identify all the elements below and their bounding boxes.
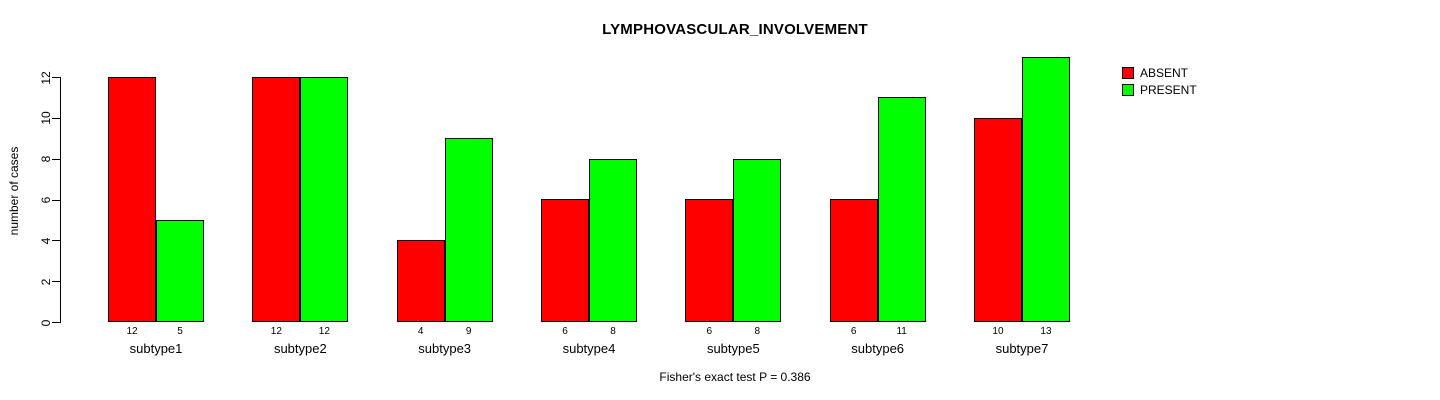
category-label-subtype5: subtype5 (706, 341, 760, 356)
y-tick (52, 281, 60, 283)
legend-swatch-present (1122, 84, 1134, 96)
bar-present-subtype6 (877, 97, 926, 322)
bar-value-label: 8 (754, 326, 761, 337)
bar-present-subtype1 (156, 220, 204, 322)
bar-value-label: 9 (465, 326, 472, 337)
bar-absent-subtype4 (540, 199, 589, 322)
y-tick (52, 158, 60, 160)
bar-absent-subtype7 (973, 118, 1022, 322)
bar-absent-subtype1 (108, 77, 156, 322)
bar-absent-subtype5 (685, 199, 734, 322)
bar-value-label: 11 (896, 326, 907, 337)
category-label-subtype7: subtype7 (995, 341, 1049, 356)
bar-absent-subtype6 (829, 199, 878, 322)
bar-value-label: 13 (1040, 326, 1052, 337)
category-label-subtype1: subtype1 (129, 341, 183, 356)
bar-value-label: 6 (850, 326, 857, 337)
bar-absent-subtype2 (252, 77, 301, 322)
bar-value-label: 10 (992, 326, 1004, 337)
bar-present-subtype7 (1021, 57, 1070, 322)
bar-absent-subtype3 (396, 240, 445, 322)
bar-value-label: 8 (610, 326, 616, 337)
bar-present-subtype5 (733, 159, 782, 322)
bar-value-label: 12 (318, 326, 330, 337)
bar-value-label: 12 (126, 326, 138, 337)
category-label-subtype3: subtype3 (418, 341, 472, 356)
bar-value-label: 4 (417, 326, 424, 337)
bar-value-label: 6 (562, 326, 568, 337)
bar-value-label: 6 (706, 326, 713, 337)
y-axis-line (60, 77, 61, 323)
category-label-subtype4: subtype4 (562, 341, 616, 356)
y-tick (52, 199, 60, 201)
y-tick (52, 240, 60, 242)
chart-title: LYMPHOVASCULAR_INVOLVEMENT (602, 21, 868, 38)
legend-label-absent: ABSENT (1140, 66, 1189, 80)
legend-label-present: PRESENT (1140, 83, 1197, 97)
bar-value-label: 12 (270, 326, 282, 337)
y-tick (52, 117, 60, 119)
footer-annotation: Fisher's exact test P = 0.386 (659, 370, 811, 384)
bar-present-subtype4 (588, 159, 637, 322)
category-label-subtype6: subtype6 (851, 341, 905, 356)
bar-present-subtype3 (444, 138, 493, 322)
y-tick (52, 322, 60, 323)
legend-swatch-absent (1122, 67, 1134, 79)
bar-value-label: 5 (177, 326, 183, 337)
y-tick (52, 77, 60, 78)
category-label-subtype2: subtype2 (273, 341, 327, 356)
bar-present-subtype2 (300, 77, 349, 322)
